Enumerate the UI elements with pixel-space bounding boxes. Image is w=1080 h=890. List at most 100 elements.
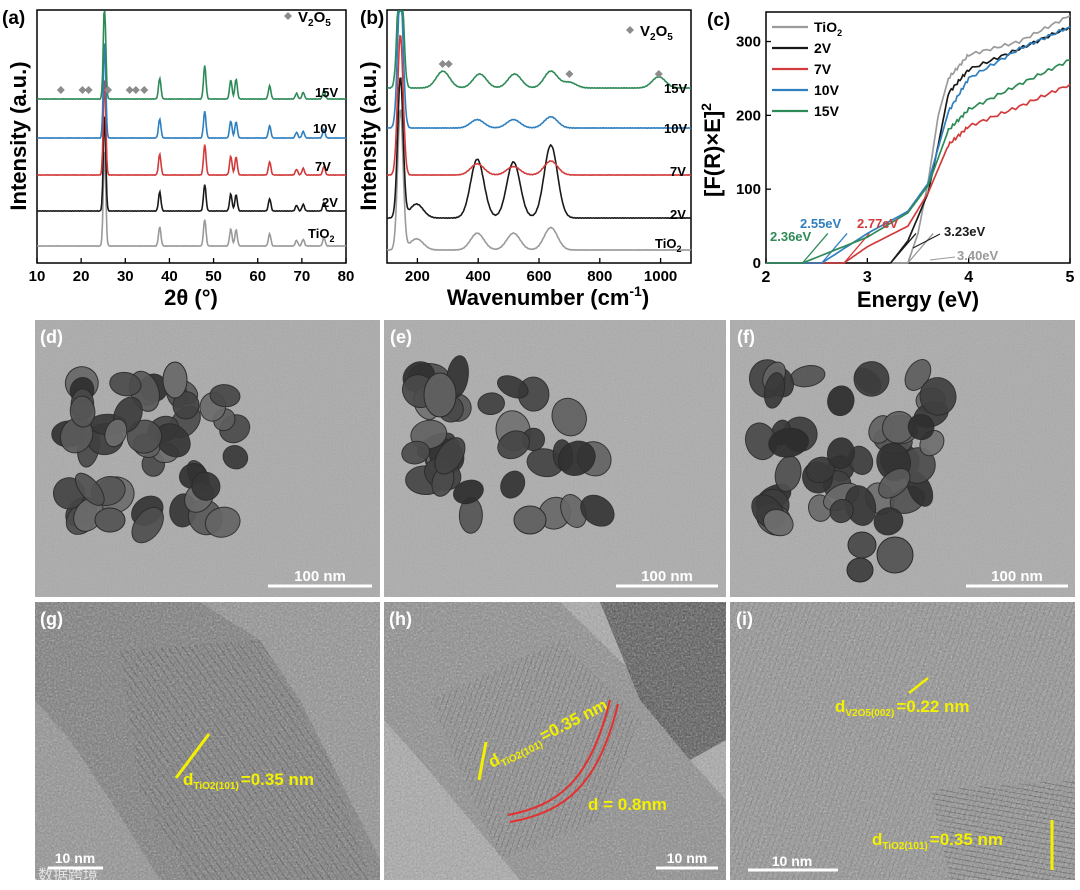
panel-a-curves bbox=[36, 10, 347, 248]
panel-g-spacing-label: dTiO2(101) =0.35 nm bbox=[183, 770, 314, 792]
panel-a-xticks: 10 20 30 40 50 60 70 80 bbox=[29, 258, 355, 285]
panel-e-letter: (e) bbox=[390, 327, 412, 347]
panel-b-xticks: 200 400 600 800 1000 bbox=[405, 258, 677, 285]
x-tick-label: 80 bbox=[338, 268, 355, 285]
series-line-15V bbox=[386, 10, 692, 90]
curve-label-7V: 7V bbox=[315, 159, 331, 174]
tangent-2V bbox=[890, 233, 917, 264]
nanoparticle bbox=[878, 468, 911, 499]
x-tick-label: 60 bbox=[249, 268, 266, 285]
panel-c-letter: (c) bbox=[707, 10, 730, 31]
x-tick-label: 20 bbox=[73, 268, 90, 285]
panel-h-amorphous-label: d = 0.8nm bbox=[588, 795, 667, 814]
nanoparticle bbox=[434, 437, 466, 475]
nanoparticle bbox=[500, 470, 526, 499]
panel-h-letter: (h) bbox=[389, 609, 412, 629]
tangent-10V bbox=[821, 233, 848, 264]
panel-h-layer-line-2 bbox=[509, 703, 619, 823]
bandgap-annotation: 3.40eV bbox=[957, 248, 999, 263]
nanoparticle bbox=[907, 413, 935, 441]
curve-label-TiO2: TiO2 bbox=[655, 236, 681, 254]
tangent-TiO2 bbox=[907, 233, 934, 264]
nanoparticle bbox=[191, 471, 221, 501]
nanoparticle bbox=[763, 508, 794, 537]
panel-g-spacing-marker bbox=[174, 733, 211, 779]
series-line-TiO2 bbox=[907, 14, 1071, 264]
watermark: 人人数据跨境 bbox=[8, 866, 98, 884]
y-tick-label: 300 bbox=[736, 34, 761, 51]
nanoparticle bbox=[827, 385, 855, 417]
nanoparticle bbox=[222, 445, 249, 470]
legend-label: TiO2 bbox=[814, 19, 842, 38]
panel-i-spacing-marker-1 bbox=[908, 677, 929, 694]
nanoparticle bbox=[401, 440, 431, 465]
annotation-arrow bbox=[929, 256, 956, 261]
panel-a-frame bbox=[36, 9, 347, 264]
nanoparticle bbox=[551, 397, 587, 437]
nanoparticle bbox=[876, 536, 914, 574]
x-tick-label: 1000 bbox=[644, 268, 677, 285]
panel-a-legend-marker bbox=[284, 12, 292, 20]
curve-label-10V: 10V bbox=[664, 121, 687, 136]
panel-i-spacing-label-1: dV2O5(002) =0.22 nm bbox=[835, 697, 970, 719]
x-tick-label: 400 bbox=[466, 268, 491, 285]
panel-c-tauc: (c) 2 3 4 5 0 100 200 300 TiO2 2V 7V 10V 15V 2.36eV… bbox=[698, 10, 1075, 312]
panel-h-noise bbox=[384, 602, 726, 880]
panel-a-legend: V2O5 bbox=[298, 9, 331, 29]
panel-b-letter: (b) bbox=[360, 8, 384, 29]
panel-d-letter: (d) bbox=[40, 327, 63, 347]
series-line-15V bbox=[36, 10, 347, 101]
legend-label: 10V bbox=[814, 82, 840, 98]
panel-i-scale-label: 10 nm bbox=[772, 853, 812, 869]
panel-b-ylabel: Intensity (a.u.) bbox=[356, 61, 381, 210]
x-tick-label: 5 bbox=[1066, 269, 1075, 286]
panel-a-ylabel: Intensity (a.u.) bbox=[6, 61, 31, 210]
x-tick-label: 70 bbox=[294, 268, 311, 285]
panel-c-ylabel: [F(R)×E]2 bbox=[698, 103, 725, 197]
nanoparticle bbox=[104, 418, 128, 448]
panel-c-curves bbox=[766, 14, 1071, 264]
curve-label-15V: 15V bbox=[664, 81, 687, 96]
v2o5-peak-marker bbox=[104, 86, 113, 94]
panel-d-tem: (d) 100 nm bbox=[35, 320, 380, 597]
nanoparticle bbox=[580, 494, 615, 527]
panel-g-noise bbox=[35, 602, 380, 880]
series-line-TiO2 bbox=[386, 109, 692, 252]
nanoparticle bbox=[497, 430, 530, 460]
nanoparticle bbox=[513, 505, 547, 535]
v2o5-peak-marker bbox=[78, 86, 87, 94]
panel-i-letter: (i) bbox=[736, 609, 753, 629]
nanoparticle bbox=[853, 361, 890, 397]
nanoparticle bbox=[826, 437, 855, 469]
panel-h-layer-line-1 bbox=[507, 699, 611, 816]
bandgap-annotation: 2.77eV bbox=[857, 216, 899, 231]
panel-f-letter: (f) bbox=[737, 327, 755, 347]
panel-f-scale-label: 100 nm bbox=[991, 568, 1043, 585]
panel-e-tem: (e) 100 nm bbox=[384, 320, 726, 597]
panel-i-noise bbox=[730, 602, 1075, 880]
bandgap-annotation: 3.23eV bbox=[944, 224, 986, 239]
panel-a-letter: (a) bbox=[2, 8, 25, 29]
tangent-15V bbox=[801, 233, 829, 264]
series-line-10V bbox=[821, 26, 1071, 264]
series-line-10V bbox=[36, 43, 347, 140]
x-tick-label: 4 bbox=[964, 269, 973, 286]
nanoparticle bbox=[847, 531, 877, 559]
series-line-15V bbox=[802, 59, 1071, 264]
panel-a-xrd: (a) 10 20 30 40 50 60 70 80 15V 10V 7V 2V TiO2 V2O5… bbox=[2, 8, 354, 310]
x-tick-label: 30 bbox=[117, 268, 134, 285]
nanoparticle bbox=[172, 391, 200, 420]
panel-b-curve-labels: 15V 10V 7V 2V TiO2 bbox=[655, 81, 687, 254]
panel-a-markers bbox=[56, 86, 149, 94]
panel-h-spacing-marker bbox=[477, 741, 488, 781]
panel-a-xlabel: 2θ (°) bbox=[164, 285, 218, 310]
panel-e-particles bbox=[401, 355, 615, 535]
panel-g-hrtem: (g) dTiO2(101) =0.35 nm 10 nm 人人数据跨境 bbox=[8, 602, 380, 884]
bandgap-annotation: 2.55eV bbox=[800, 216, 842, 231]
nanoparticle bbox=[497, 375, 529, 399]
annotation-arrow bbox=[912, 233, 941, 249]
panel-b-markers bbox=[438, 60, 663, 78]
y-tick-label: 200 bbox=[736, 107, 761, 124]
panel-i-hrtem: (i) dV2O5(002) =0.22 nm dTiO2(101) =0.35 n… bbox=[730, 602, 1075, 880]
